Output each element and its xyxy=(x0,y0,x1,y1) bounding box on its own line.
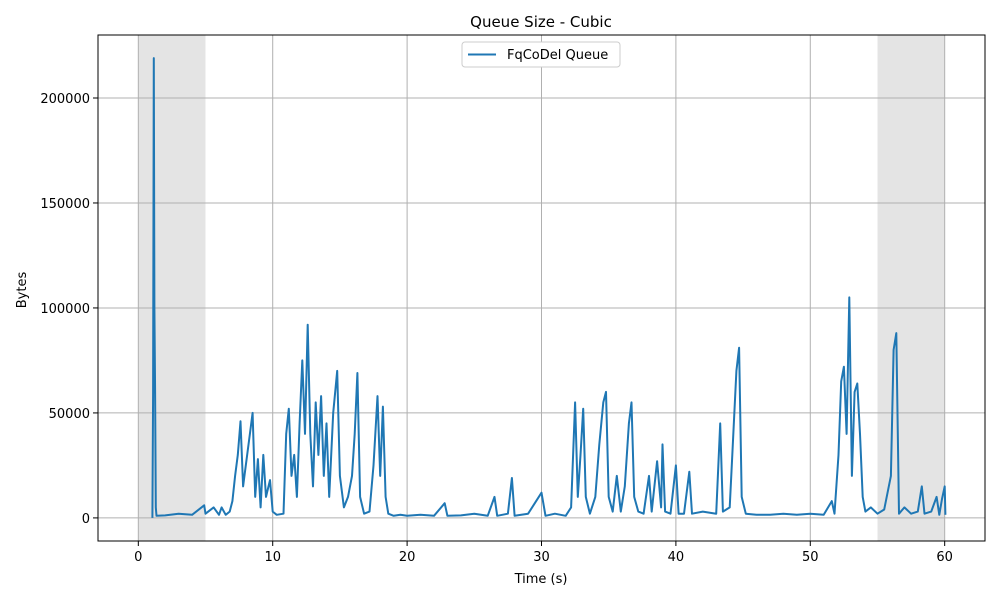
shaded-regions xyxy=(138,35,945,541)
y-tick-label: 200000 xyxy=(40,92,90,107)
series-line-fqcodel-queue xyxy=(151,57,947,518)
shaded-region-0 xyxy=(138,35,206,541)
y-axis-label: Bytes xyxy=(15,272,30,309)
y-tick-label: 100000 xyxy=(40,302,90,317)
x-axis-ticks: 0 10 20 30 40 50 60 xyxy=(134,541,953,565)
x-tick-label: 40 xyxy=(668,550,685,565)
legend-label-fqcodel: FqCoDel Queue xyxy=(507,48,608,63)
x-tick-label: 60 xyxy=(936,550,953,565)
x-tick-label: 0 xyxy=(134,550,142,565)
x-tick-label: 10 xyxy=(264,550,281,565)
x-tick-label: 30 xyxy=(533,550,550,565)
y-tick-label: 50000 xyxy=(49,407,90,422)
series-layer xyxy=(151,57,947,518)
y-axis-ticks: 0 50000 100000 150000 200000 xyxy=(40,92,98,527)
legend: FqCoDel Queue xyxy=(461,41,621,68)
x-axis-label: Time (s) xyxy=(514,572,568,587)
y-tick-label: 0 xyxy=(82,512,90,527)
x-tick-label: 20 xyxy=(399,550,416,565)
grid-lines xyxy=(98,35,985,541)
y-tick-label: 150000 xyxy=(40,197,90,212)
chart-title: Queue Size - Cubic xyxy=(470,13,612,31)
legend-box xyxy=(461,41,621,68)
x-tick-label: 50 xyxy=(802,550,819,565)
shaded-region-1 xyxy=(877,35,945,541)
